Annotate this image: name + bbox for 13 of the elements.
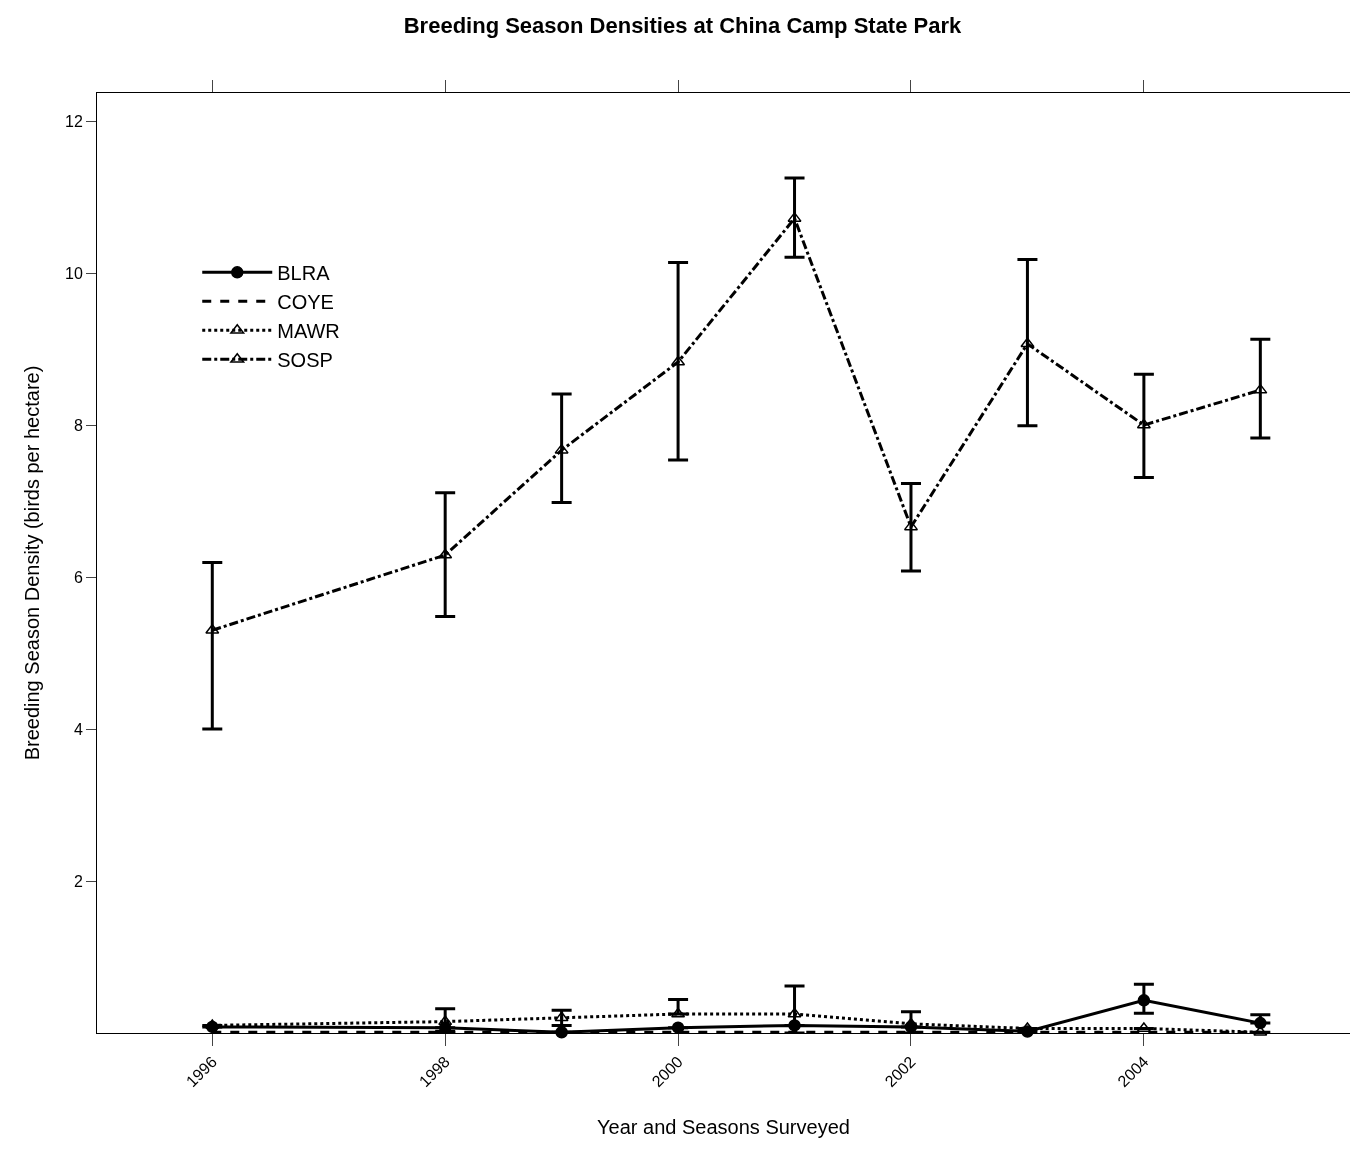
- x-axis-title: Year and Seasons Surveyed: [597, 1115, 850, 1138]
- legend-label: SOSP: [277, 349, 333, 372]
- legend-label: BLRA: [277, 262, 331, 285]
- y-tick-label: 12: [65, 112, 83, 130]
- y-tick-label: 4: [73, 720, 83, 738]
- legend-label: MAWR: [277, 320, 340, 343]
- y-tick-label: 2: [73, 872, 83, 890]
- y-tick-label: 8: [73, 416, 83, 434]
- y-axis-title: Breeding Season Density (birds per hectare): [20, 365, 43, 761]
- legend-label: COYE: [277, 291, 334, 314]
- y-tick-label: 10: [65, 264, 83, 282]
- chart-title: Breeding Season Densities at China Camp State Park: [403, 12, 963, 38]
- y-tick-label: 6: [73, 568, 83, 586]
